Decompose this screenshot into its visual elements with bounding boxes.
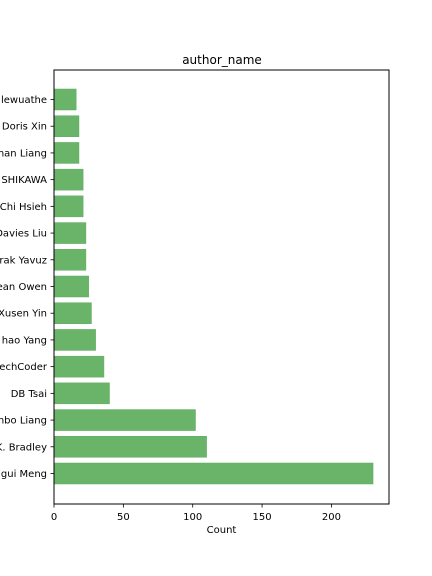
bar xyxy=(53,302,92,324)
y-tick-label: nbo Liang xyxy=(0,416,47,427)
x-tick-label: 0 xyxy=(51,512,57,523)
bar xyxy=(53,409,196,431)
y-tick-label: echCoder xyxy=(0,362,48,373)
y-tick-label: ean Owen xyxy=(0,282,47,293)
bar xyxy=(53,249,87,271)
y-tick-label: lewuathe xyxy=(1,95,47,106)
y-tick-label: K. Bradley xyxy=(0,442,47,453)
bar xyxy=(53,462,374,485)
x-axis: 0 50 100 150 200 xyxy=(51,504,341,523)
y-tick-label: Xusen Yin xyxy=(0,309,47,320)
y-tick-label: SHIKAWA xyxy=(1,175,47,186)
x-tick-label: 100 xyxy=(183,512,202,523)
x-tick-label: 150 xyxy=(253,512,272,523)
bar xyxy=(53,88,77,111)
bar xyxy=(53,115,80,137)
x-axis-label: Count xyxy=(207,525,237,536)
bars-group xyxy=(53,88,374,485)
bar xyxy=(53,142,80,164)
bar xyxy=(53,329,96,351)
y-tick-label: Chi Hsieh xyxy=(0,202,47,213)
y-tick-label: Davies Liu xyxy=(0,229,47,240)
bar xyxy=(53,195,84,218)
y-tick-label: han Liang xyxy=(0,148,47,159)
bar xyxy=(53,168,84,191)
bar xyxy=(53,275,89,298)
y-axis: gui Meng K. Bradley nbo Liang DB Tsai echCod… xyxy=(0,95,54,480)
y-tick-label: gui Meng xyxy=(1,469,47,480)
y-tick-label: hao Yang xyxy=(2,335,47,346)
chart-title: author_name xyxy=(182,53,262,67)
bar xyxy=(53,355,105,378)
bar xyxy=(53,222,87,244)
y-tick-label: DB Tsai xyxy=(11,389,47,400)
x-tick-label: 200 xyxy=(322,512,341,523)
x-tick-label: 50 xyxy=(117,512,130,523)
bar xyxy=(53,436,207,458)
bar xyxy=(53,382,110,405)
y-tick-label: Doris Xin xyxy=(2,122,47,133)
plot-frame xyxy=(53,69,390,505)
y-tick-label: rak Yavuz xyxy=(0,255,47,266)
